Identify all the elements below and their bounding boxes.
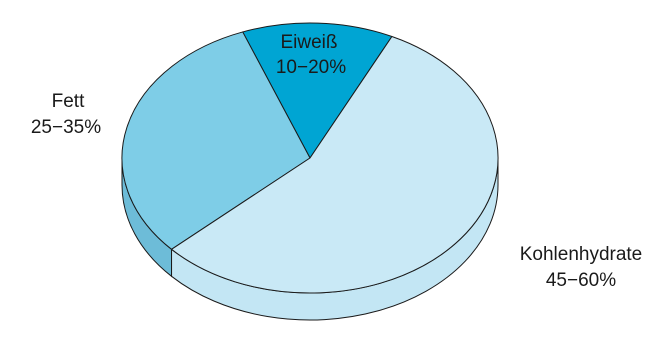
label-fett-range: 25−35% [31, 117, 101, 138]
label-eiweiss-name: Eiweiß [280, 32, 337, 53]
pie-slices [121, 22, 499, 294]
label-kohlenhydrate-name: Kohlenhydrate [520, 244, 643, 265]
pie-slice-fett [121, 31, 311, 250]
pie-slice-kohlenhydrate [171, 35, 499, 294]
pie-slice-eiweiss [242, 22, 393, 159]
label-eiweiss-range: 10−20% [276, 57, 346, 78]
label-kohlenhydrate-range: 45−60% [546, 270, 616, 291]
label-fett-name: Fett [52, 91, 85, 112]
